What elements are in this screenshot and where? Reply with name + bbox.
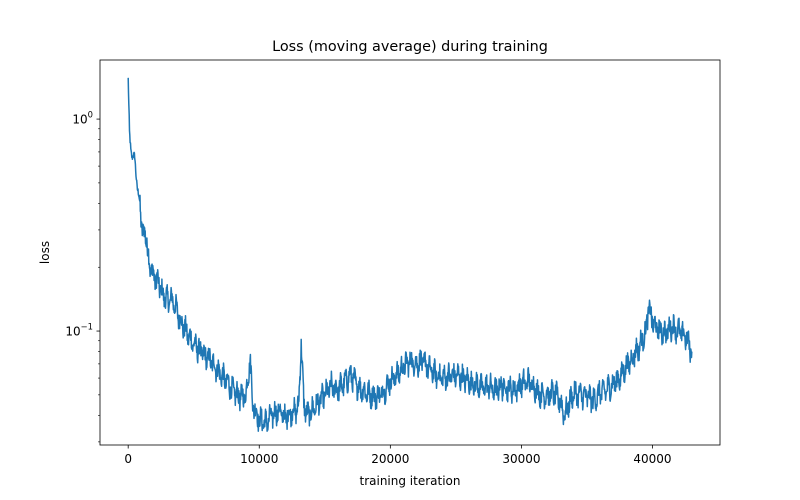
chart-title: Loss (moving average) during training — [272, 39, 548, 55]
x-tick-label: 40000 — [633, 452, 671, 466]
x-tick-label: 0 — [124, 452, 132, 466]
x-tick-label: 20000 — [371, 452, 409, 466]
plot-area — [127, 77, 693, 432]
x-tick-label: 30000 — [502, 452, 540, 466]
x-axis-label: training iteration — [360, 474, 461, 488]
y-tick-label: 10−1 — [65, 322, 93, 339]
y-axis-label: loss — [38, 241, 52, 264]
loss-series-line — [127, 77, 693, 432]
x-tick-label: 10000 — [240, 452, 278, 466]
y-tick-label: 100 — [72, 110, 93, 127]
axes-frame — [99, 59, 721, 446]
x-axis: 0 10000 20000 30000 40000 — [124, 445, 672, 466]
